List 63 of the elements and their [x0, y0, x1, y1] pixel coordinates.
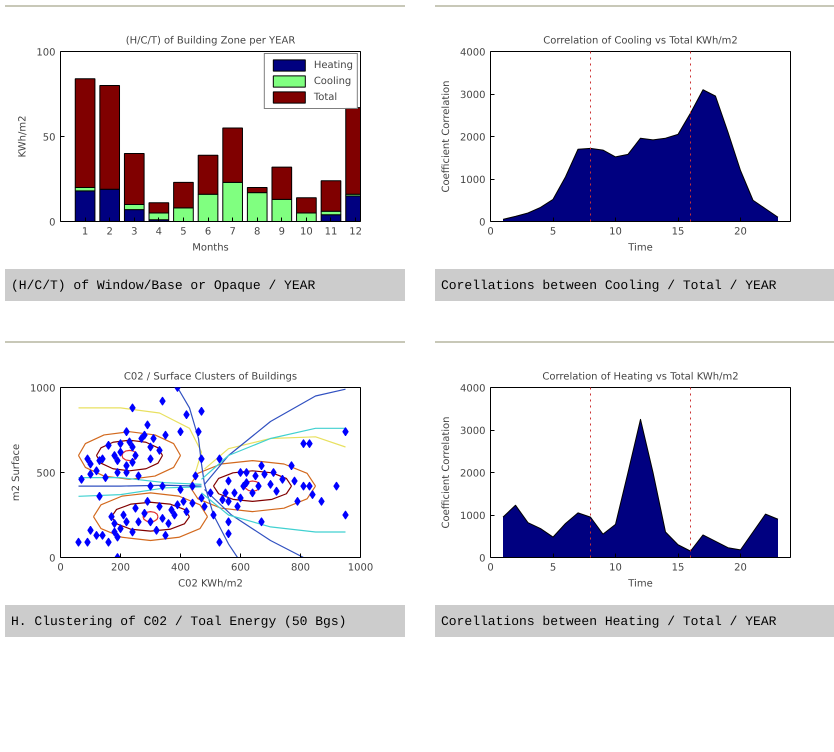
- x-tick-label: 20: [734, 226, 747, 238]
- x-tick-label: 9: [278, 226, 286, 238]
- y-tick-label: 0: [49, 554, 56, 564]
- x-tick-label: 400: [170, 562, 190, 574]
- legend-label: Heating: [314, 60, 353, 70]
- y-axis-title: Coefficient Correlation: [441, 416, 452, 528]
- x-tick-label: 0: [487, 562, 494, 574]
- y-axis-title: Coefficient Correlation: [441, 80, 452, 192]
- y-tick-label: 0: [479, 554, 486, 564]
- y-tick-label: 1000: [460, 511, 486, 522]
- x-tick-label: 15: [672, 226, 684, 238]
- x-tick-label: 15: [672, 562, 684, 574]
- x-tick-label: 20: [734, 562, 747, 574]
- y-tick-label: 0: [479, 218, 486, 228]
- text: Corellations between Cooling / Total / YEAR: [441, 277, 776, 295]
- x-tick-label: 7: [229, 226, 236, 238]
- x-tick-label: 3: [131, 226, 138, 238]
- y-tick-label: 50: [42, 132, 56, 144]
- y-tick-label: 100: [36, 48, 56, 58]
- text: H. Clustering of C02 / Toal Energy (50 Bgs): [11, 613, 346, 631]
- y-tick-label: 500: [36, 468, 56, 480]
- x-tick-label: 5: [180, 226, 187, 238]
- x-tick-label: 5: [550, 562, 556, 574]
- x-tick-label: 11: [324, 226, 338, 238]
- y-tick-label: 2000: [460, 468, 486, 480]
- x-axis-title: Time: [627, 578, 653, 590]
- x-tick-label: 0: [57, 562, 64, 574]
- x-tick-label: 10: [300, 226, 313, 238]
- x-tick-label: 10: [609, 226, 622, 238]
- x-tick-label: 600: [230, 562, 250, 574]
- y-tick-label: 2000: [460, 132, 486, 144]
- chart-title: (H/C/T) of Building Zone per YEAR: [126, 36, 296, 46]
- x-tick-label: 2: [106, 226, 113, 238]
- x-tick-label: 5: [550, 226, 556, 238]
- y-tick-label: 4000: [460, 48, 486, 58]
- x-tick-label: 1: [82, 226, 88, 238]
- x-axis-title: Time: [627, 242, 653, 254]
- chart-title: Correlation of Heating vs Total KWh/m2: [542, 372, 739, 382]
- x-axis-title: C02 KWh/m2: [178, 578, 243, 590]
- x-tick-label: 12: [349, 226, 362, 238]
- x-tick-label: 4: [156, 226, 162, 238]
- y-tick-label: 0: [49, 218, 56, 228]
- x-tick-label: 1000: [348, 562, 374, 574]
- y-tick-label: 4000: [460, 384, 486, 394]
- x-axis-title: Months: [192, 242, 229, 254]
- x-tick-label: 800: [290, 562, 310, 574]
- y-axis-title: KWh/m2: [17, 116, 28, 158]
- x-tick-label: 0: [487, 226, 494, 238]
- y-tick-label: 1000: [460, 175, 486, 186]
- y-tick-label: 3000: [460, 426, 486, 437]
- chart-title: Correlation of Cooling vs Total KWh/m2: [543, 36, 738, 46]
- y-tick-label: 1000: [30, 384, 56, 394]
- x-tick-label: 10: [609, 562, 622, 574]
- x-tick-label: 200: [110, 562, 130, 574]
- text: Corellations between Heating / Total / YEAR: [441, 613, 776, 631]
- y-axis-title: m2 Surface: [11, 444, 22, 502]
- x-tick-label: 8: [254, 226, 260, 238]
- x-tick-label: 6: [204, 226, 212, 238]
- text: (H/C/T) of Window/Base or Opaque / YEAR: [11, 277, 316, 295]
- legend-label: Cooling: [314, 76, 352, 86]
- y-tick-label: 3000: [460, 90, 486, 101]
- legend-label: Total: [314, 92, 338, 102]
- chart-title: C02 / Surface Clusters of Buildings: [124, 372, 298, 382]
